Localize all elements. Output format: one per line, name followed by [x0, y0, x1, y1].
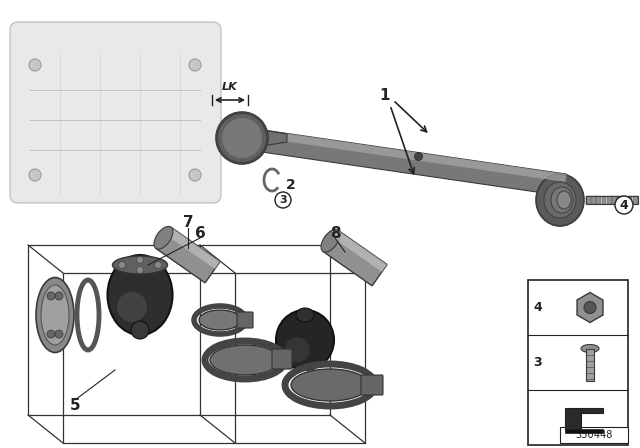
Ellipse shape	[296, 308, 314, 322]
Polygon shape	[241, 127, 566, 196]
Bar	[633, 196, 637, 204]
Bar	[586, 196, 591, 204]
Text: 4: 4	[534, 301, 542, 314]
Circle shape	[55, 330, 63, 338]
Text: 2: 2	[286, 178, 296, 192]
Ellipse shape	[222, 118, 262, 158]
FancyBboxPatch shape	[237, 312, 253, 328]
Ellipse shape	[36, 277, 74, 353]
Circle shape	[415, 152, 422, 160]
Polygon shape	[565, 408, 603, 430]
Bar	[586, 349, 594, 380]
Bar	[628, 196, 632, 204]
Text: 5: 5	[70, 397, 80, 413]
Ellipse shape	[113, 256, 168, 274]
Circle shape	[136, 257, 143, 263]
Bar	[602, 196, 606, 204]
Text: LK: LK	[222, 82, 238, 92]
Circle shape	[29, 59, 41, 71]
Polygon shape	[166, 227, 220, 269]
Circle shape	[118, 262, 125, 268]
Polygon shape	[156, 227, 220, 283]
Bar	[560, 427, 628, 443]
Text: 4: 4	[620, 198, 628, 211]
Bar	[622, 196, 627, 204]
Text: 7: 7	[182, 215, 193, 229]
Circle shape	[189, 169, 201, 181]
Text: 350448: 350448	[575, 430, 612, 440]
Ellipse shape	[108, 255, 173, 335]
Polygon shape	[243, 127, 566, 182]
FancyBboxPatch shape	[10, 22, 221, 203]
Circle shape	[154, 262, 161, 268]
Ellipse shape	[321, 229, 340, 252]
Bar	[607, 196, 611, 204]
Text: 3: 3	[279, 195, 287, 205]
Ellipse shape	[210, 345, 280, 375]
Ellipse shape	[551, 187, 573, 213]
Circle shape	[29, 169, 41, 181]
Ellipse shape	[285, 337, 310, 362]
Circle shape	[615, 196, 633, 214]
Bar	[528, 280, 628, 445]
Ellipse shape	[557, 191, 571, 209]
Text: 6: 6	[195, 225, 205, 241]
Bar	[596, 196, 601, 204]
Ellipse shape	[291, 369, 369, 401]
Text: 3: 3	[534, 356, 542, 369]
Circle shape	[47, 330, 55, 338]
Polygon shape	[333, 230, 387, 272]
Ellipse shape	[276, 310, 334, 370]
Polygon shape	[323, 230, 387, 286]
Ellipse shape	[216, 112, 268, 164]
FancyBboxPatch shape	[272, 349, 292, 369]
FancyBboxPatch shape	[361, 375, 383, 395]
Circle shape	[275, 192, 291, 208]
Bar	[586, 196, 638, 204]
Bar	[617, 196, 622, 204]
Ellipse shape	[199, 310, 241, 330]
Ellipse shape	[581, 345, 599, 353]
Circle shape	[55, 292, 63, 300]
Circle shape	[584, 302, 596, 314]
Polygon shape	[262, 130, 287, 146]
Circle shape	[47, 292, 55, 300]
Ellipse shape	[154, 226, 173, 249]
Ellipse shape	[536, 174, 584, 226]
Bar	[565, 428, 603, 432]
Text: 8: 8	[330, 225, 340, 241]
Bar	[612, 196, 617, 204]
Ellipse shape	[544, 182, 576, 218]
Polygon shape	[577, 293, 603, 323]
Ellipse shape	[117, 292, 147, 322]
Ellipse shape	[131, 321, 149, 339]
Bar	[591, 196, 596, 204]
Circle shape	[189, 59, 201, 71]
Circle shape	[136, 267, 143, 273]
Ellipse shape	[41, 285, 69, 345]
Text: 1: 1	[380, 87, 390, 103]
